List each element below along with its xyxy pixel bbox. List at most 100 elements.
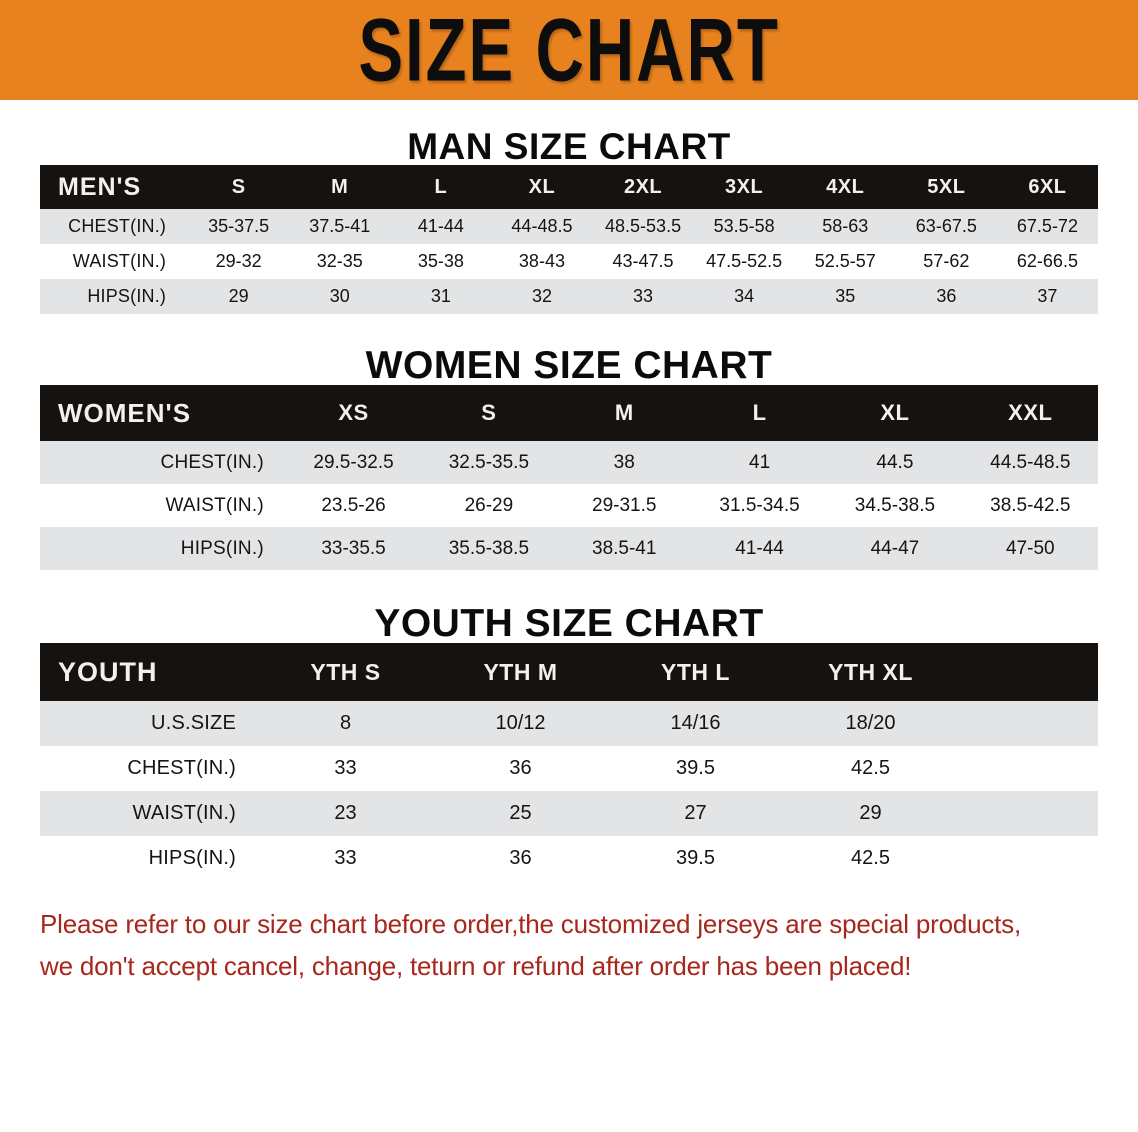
table-row: CHEST(IN.) 33 36 39.5 42.5 [40,746,1098,791]
women-header-label: WOMEN'S [40,385,286,441]
youth-cell-spacer [958,701,1098,746]
youth-cell: 39.5 [608,746,783,791]
page-title: SIZE CHART [358,0,780,100]
women-cell: 26-29 [421,484,557,527]
women-cell: 38.5-42.5 [962,484,1098,527]
man-header-row: MEN'S S M L XL 2XL 3XL 4XL 5XL 6XL [40,165,1098,209]
women-header-col-1: XS [285,385,422,441]
man-cell: 57-62 [895,244,997,279]
man-cell: 43-47.5 [592,244,694,279]
women-cell: 29.5-32.5 [285,441,422,484]
man-cell: 31 [390,279,492,314]
order-policy-disclaimer: Please refer to our size chart before or… [40,903,1098,987]
man-cell: 37.5-41 [289,209,391,244]
man-cell: 62-66.5 [996,244,1098,279]
man-cell: 34 [693,279,795,314]
youth-size-table: YOUTH YTH S YTH M YTH L YTH XL U.S.SIZE 8 10/1… [40,643,1098,881]
youth-cell-spacer [958,836,1098,881]
man-header-col-9: 6XL [996,165,1098,209]
youth-header-col-2: YTH M [433,643,608,701]
man-cell: 52.5-57 [794,244,896,279]
disclaimer-line-2: we don't accept cancel, change, teturn o… [40,951,912,982]
man-header-label: MEN'S [40,165,189,209]
women-cell: 44-47 [827,527,963,570]
youth-cell-spacer [958,746,1098,791]
youth-header-col-3: YTH L [608,643,783,701]
man-header-col-6: 3XL [693,165,795,209]
man-row-label: HIPS(IN.) [40,279,189,314]
man-header-col-7: 4XL [794,165,896,209]
youth-header-spacer [958,643,1098,701]
youth-cell: 33 [258,746,433,791]
youth-table-body: U.S.SIZE 8 10/12 14/16 18/20 CHEST(IN.) 33 36 39… [40,701,1098,881]
table-row: WAIST(IN.) 23.5-26 26-29 29-31.5 31.5-34.5 34… [40,484,1098,527]
youth-row-label: CHEST(IN.) [40,746,258,791]
women-section-heading: WOMEN SIZE CHART [365,344,773,387]
man-cell: 29 [188,279,290,314]
table-row: HIPS(IN.) 33 36 39.5 42.5 [40,836,1098,881]
table-row: WAIST(IN.) 29-32 32-35 35-38 38-43 43-47.5 47.… [40,244,1098,279]
page-banner: SIZE CHART [0,0,1138,100]
youth-header-col-4: YTH XL [783,643,958,701]
man-header-col-1: S [188,165,290,209]
table-row: HIPS(IN.) 29 30 31 32 33 34 35 36 37 [40,279,1098,314]
women-cell: 31.5-34.5 [691,484,828,527]
man-cell: 44-48.5 [491,209,593,244]
women-cell: 44.5-48.5 [962,441,1098,484]
table-row: HIPS(IN.) 33-35.5 35.5-38.5 38.5-41 41-44 44-… [40,527,1098,570]
man-cell: 41-44 [390,209,492,244]
youth-cell: 36 [433,836,608,881]
women-header-col-3: M [556,385,692,441]
man-header-col-3: L [390,165,492,209]
women-header-col-4: L [691,385,828,441]
women-size-table: WOMEN'S XS S M L XL XXL CHEST(IN.) 29.5-32.5 32.… [40,385,1098,570]
women-cell: 35.5-38.5 [421,527,557,570]
youth-header-label: YOUTH [40,643,258,701]
women-table-body: CHEST(IN.) 29.5-32.5 32.5-35.5 38 41 44.5 44.5… [40,441,1098,570]
youth-cell: 23 [258,791,433,836]
youth-row-label: WAIST(IN.) [40,791,258,836]
women-cell: 34.5-38.5 [827,484,963,527]
table-row: CHEST(IN.) 29.5-32.5 32.5-35.5 38 41 44.5 44.5… [40,441,1098,484]
women-cell: 29-31.5 [556,484,692,527]
women-cell: 32.5-35.5 [421,441,557,484]
youth-cell: 10/12 [433,701,608,746]
man-cell: 48.5-53.5 [592,209,694,244]
youth-cell: 29 [783,791,958,836]
disclaimer-line-1: Please refer to our size chart before or… [40,909,1022,939]
man-cell: 63-67.5 [895,209,997,244]
women-table-wrapper: WOMEN'S XS S M L XL XXL CHEST(IN.) 29.5-32.5 32.… [40,385,1098,570]
youth-cell: 27 [608,791,783,836]
women-cell: 38 [556,441,692,484]
man-cell: 67.5-72 [996,209,1098,244]
women-cell: 23.5-26 [285,484,422,527]
women-row-label: HIPS(IN.) [40,527,286,570]
man-cell: 32-35 [289,244,391,279]
youth-cell: 8 [258,701,433,746]
man-cell: 38-43 [491,244,593,279]
man-cell: 35-37.5 [188,209,290,244]
man-row-label: WAIST(IN.) [40,244,189,279]
youth-cell: 33 [258,836,433,881]
women-header-col-5: XL [827,385,963,441]
women-cell: 41-44 [691,527,828,570]
women-cell: 41 [691,441,828,484]
man-header-col-4: XL [491,165,593,209]
man-header-col-8: 5XL [895,165,997,209]
women-cell: 44.5 [827,441,963,484]
man-row-label: CHEST(IN.) [40,209,189,244]
man-cell: 33 [592,279,694,314]
women-table-head: WOMEN'S XS S M L XL XXL [40,385,1098,441]
man-section-heading: MAN SIZE CHART [407,126,731,167]
man-header-col-5: 2XL [592,165,694,209]
man-header-col-2: M [289,165,391,209]
man-cell: 30 [289,279,391,314]
youth-cell: 39.5 [608,836,783,881]
man-cell: 29-32 [188,244,290,279]
youth-cell: 18/20 [783,701,958,746]
women-cell: 38.5-41 [556,527,692,570]
women-header-row: WOMEN'S XS S M L XL XXL [40,385,1098,441]
man-cell: 35 [794,279,896,314]
man-cell: 35-38 [390,244,492,279]
women-row-label: WAIST(IN.) [40,484,286,527]
